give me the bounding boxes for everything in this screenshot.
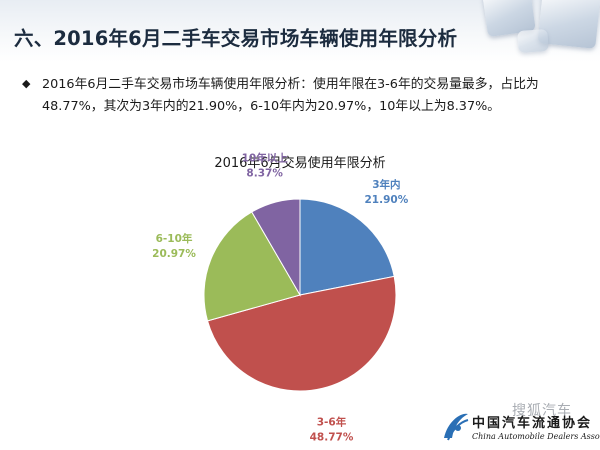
pie-slice-3-6-years: [206, 275, 397, 392]
slice-value-label: 20.97%: [152, 248, 196, 260]
slice-value-label: 48.77%: [310, 431, 354, 443]
summary-paragraph: 2016年6月二手车交易市场车辆使用年限分析：使用年限在3-6年的交易量最多，占…: [42, 77, 539, 114]
slide-title: 六、2016年6月二手车交易市场车辆使用年限分析: [14, 27, 458, 50]
slice-label-3-6-years: 3-6年 48.77%: [310, 415, 354, 443]
chart-title: 2016年6月交易使用年限分析: [214, 156, 386, 171]
pie-slice-within-3-years: [299, 198, 395, 296]
association-logo: 中国汽车流通协会 China Automobile Dealers Associ…: [436, 408, 600, 448]
logo-name-en: China Automobile Dealers Association: [472, 432, 600, 441]
slice-category-label: 3年内: [372, 178, 400, 191]
diamond-bullet-icon: ◆: [22, 77, 31, 90]
slice-label-6-10-years: 6-10年 20.97%: [152, 232, 196, 260]
slice-category-label: 6-10年: [156, 232, 193, 245]
slice-category-label: 3-6年: [317, 415, 347, 428]
logo-name-cn: 中国汽车流通协会: [472, 416, 593, 431]
slice-category-label: 10年以上: [242, 152, 289, 165]
slice-label-over-10-years: 10年以上 8.37%: [242, 152, 289, 180]
slice-value-label: 8.37%: [246, 168, 283, 180]
header-band: 六、2016年6月二手车交易市场车辆使用年限分析: [0, 0, 600, 62]
slice-label-within-3-years: 3年内 21.90%: [364, 178, 408, 206]
pie-slice-6-10-years: [203, 211, 301, 322]
watermark: 搜狐汽车: [512, 403, 572, 419]
cada-logo-mark-icon: [444, 413, 469, 441]
pie-slice-over-10-years: [251, 198, 301, 297]
slice-value-label: 21.90%: [364, 194, 408, 206]
